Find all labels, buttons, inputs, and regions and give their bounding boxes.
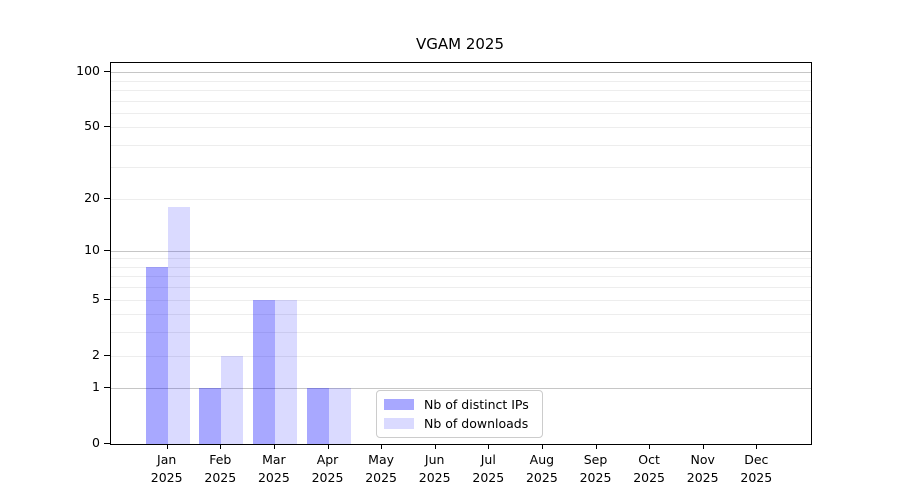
x-tick-year: 2025 — [150, 469, 183, 485]
bar — [221, 355, 244, 444]
bar — [328, 388, 351, 444]
gridline-minor — [111, 112, 811, 114]
gridline-minor — [111, 144, 811, 146]
x-tick-label: Sep 2025 — [564, 451, 628, 486]
gridline-minor — [111, 332, 811, 334]
bar — [274, 299, 297, 444]
gridline-minor — [111, 314, 811, 316]
x-tick-label: Oct 2025 — [617, 451, 681, 486]
x-tick-year: 2025 — [204, 469, 237, 485]
gridline-minor — [111, 276, 811, 278]
x-tick-label: Dec 2025 — [724, 451, 788, 486]
y-tick-mark — [104, 443, 110, 444]
chart-title: VGAM 2025 — [415, 35, 505, 53]
legend-swatch-downloads-icon — [384, 418, 414, 429]
bar — [306, 388, 329, 444]
x-tick-year: 2025 — [365, 469, 397, 485]
x-tick-year: 2025 — [686, 469, 719, 485]
x-tick-year: 2025 — [579, 469, 612, 485]
y-tick-mark — [104, 249, 110, 251]
y-tick-mark — [104, 126, 110, 128]
gridline-minor — [111, 299, 811, 301]
y-tick-mark — [104, 298, 110, 300]
x-tick-label: Nov 2025 — [671, 451, 735, 486]
x-tick-mark — [595, 444, 597, 449]
gridline-major — [111, 250, 811, 252]
gridline-minor — [111, 258, 811, 260]
x-tick-mark — [488, 444, 490, 449]
y-tick-mark — [104, 197, 110, 199]
bar — [145, 266, 168, 444]
x-tick-label: Aug 2025 — [510, 451, 574, 486]
x-tick-label: Feb 2025 — [188, 451, 252, 486]
x-tick-year: 2025 — [525, 469, 558, 485]
x-tick-year: 2025 — [740, 469, 773, 485]
x-tick-mark — [166, 444, 168, 449]
y-tick-label: 50 — [84, 118, 100, 134]
x-tick-mark — [541, 444, 543, 449]
gridline-minor — [111, 198, 811, 200]
legend-label: Nb of downloads — [424, 416, 529, 431]
legend: Nb of distinct IPs Nb of downloads — [376, 390, 543, 438]
x-tick-year: 2025 — [418, 469, 451, 485]
y-tick-label: 2 — [92, 346, 100, 362]
y-tick-label: 5 — [92, 290, 100, 306]
y-tick-label: 1 — [92, 379, 100, 395]
plot-area — [110, 62, 812, 445]
gridline-minor — [111, 127, 811, 129]
bar — [199, 388, 222, 444]
y-tick-label: 0 — [92, 435, 100, 450]
gridline-major — [111, 388, 811, 390]
x-tick-mark — [702, 444, 704, 449]
x-tick-label: May 2025 — [349, 451, 413, 486]
legend-entry-downloads: Nb of downloads — [384, 416, 535, 431]
y-tick-mark — [104, 387, 110, 389]
bar — [252, 299, 275, 444]
legend-entry-distinct-ips: Nb of distinct IPs — [384, 397, 535, 412]
x-tick-mark — [756, 444, 758, 449]
legend-label: Nb of distinct IPs — [424, 397, 529, 412]
x-tick-mark — [381, 444, 383, 449]
x-tick-mark — [649, 444, 651, 449]
gridline-minor — [111, 167, 811, 169]
y-tick-mark — [104, 354, 110, 356]
bar — [167, 206, 190, 444]
x-tick-label: Jun 2025 — [403, 451, 467, 486]
y-tick-mark — [104, 71, 110, 72]
y-tick-label: 10 — [84, 241, 100, 257]
x-tick-mark — [327, 444, 329, 449]
x-tick-label: Jan 2025 — [135, 451, 199, 486]
x-tick-label: Jul 2025 — [456, 451, 520, 486]
y-tick-label: 20 — [84, 189, 100, 205]
x-tick-year: 2025 — [257, 469, 290, 485]
x-tick-mark — [273, 444, 275, 449]
gridline-major — [111, 72, 811, 73]
legend-swatch-distinct-ips-icon — [384, 399, 414, 410]
gridline-minor — [111, 287, 811, 289]
x-tick-year: 2025 — [472, 469, 505, 485]
x-tick-mark — [220, 444, 222, 449]
x-tick-label: Mar 2025 — [242, 451, 306, 486]
y-tick-label: 100 — [76, 63, 100, 78]
x-tick-label: Apr 2025 — [296, 451, 360, 486]
x-tick-year: 2025 — [311, 469, 344, 485]
gridline-minor — [111, 100, 811, 102]
gridline-minor — [111, 266, 811, 268]
x-tick-year: 2025 — [633, 469, 665, 485]
gridline-minor — [111, 80, 811, 82]
gridline-minor — [111, 355, 811, 357]
x-tick-mark — [434, 444, 436, 449]
gridline-minor — [111, 89, 811, 91]
